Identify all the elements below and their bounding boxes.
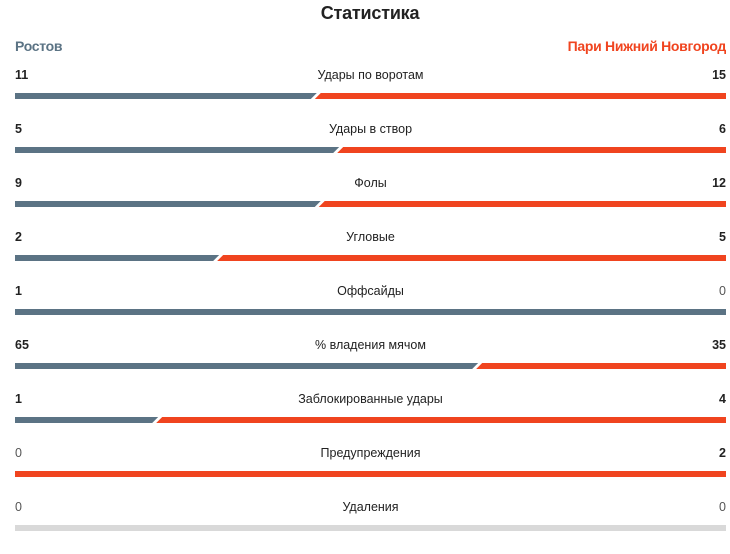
home-bar — [15, 93, 317, 99]
stat-label: Фолы — [354, 176, 387, 190]
home-value: 1 — [15, 284, 22, 298]
stat-row: 5 Удары в створ 6 — [15, 122, 726, 176]
stat-bar — [15, 201, 726, 207]
away-value: 0 — [719, 500, 726, 514]
home-value: 2 — [15, 230, 22, 244]
stat-row: 11 Удары по воротам 15 — [15, 68, 726, 122]
stat-bar — [15, 255, 726, 261]
stat-label: % владения мячом — [315, 338, 426, 352]
away-bar — [337, 147, 726, 153]
home-team-name: Ростов — [15, 38, 63, 54]
home-value: 11 — [15, 68, 29, 82]
stat-bar — [15, 525, 726, 531]
stats-list: 11 Удары по воротам 15 5 Удары в створ 6 9 Фолы… — [15, 68, 726, 554]
home-value: 5 — [15, 122, 22, 136]
home-value: 1 — [15, 392, 22, 406]
away-value: 4 — [719, 392, 726, 406]
away-bar — [156, 417, 726, 423]
away-value: 12 — [712, 176, 726, 190]
stat-bar — [15, 417, 726, 423]
stat-bar — [15, 363, 726, 369]
stat-bar — [15, 93, 726, 99]
away-value: 0 — [719, 284, 726, 298]
away-value: 6 — [719, 122, 726, 136]
away-bar — [476, 363, 726, 369]
away-bar — [318, 201, 726, 207]
stat-row: 9 Фолы 12 — [15, 176, 726, 230]
away-team-name: Пари Нижний Новгород — [567, 38, 727, 54]
stat-bar — [15, 147, 726, 153]
home-value: 0 — [15, 446, 22, 460]
stat-label: Удары по воротам — [317, 68, 424, 82]
away-bar — [314, 93, 726, 99]
stat-bar — [15, 471, 726, 477]
away-value: 5 — [719, 230, 726, 244]
away-value: 15 — [712, 68, 726, 82]
home-bar — [15, 255, 220, 261]
stat-label: Заблокированные удары — [298, 392, 443, 406]
away-bar — [15, 471, 726, 477]
stat-row: 2 Угловые 5 — [15, 230, 726, 284]
page-title: Статистика — [320, 3, 420, 23]
stat-row: 65 % владения мячом 35 — [15, 338, 726, 392]
home-value: 65 — [15, 338, 29, 352]
stat-label: Удары в створ — [328, 122, 413, 136]
away-value: 35 — [712, 338, 726, 352]
stat-row: 1 Заблокированные удары 4 — [15, 392, 726, 446]
stat-row: 1 Оффсайды 0 — [15, 284, 726, 338]
empty-bar — [15, 525, 726, 531]
home-value: 9 — [15, 176, 22, 190]
home-bar — [15, 363, 479, 369]
home-bar — [15, 309, 726, 315]
away-bar — [217, 255, 726, 261]
home-bar — [15, 201, 321, 207]
stat-row: 0 Предупреждения 2 — [15, 446, 726, 500]
home-bar — [15, 417, 159, 423]
stat-label: Предупреждения — [320, 446, 421, 460]
home-value: 0 — [15, 500, 22, 514]
home-bar — [15, 147, 340, 153]
away-value: 2 — [719, 446, 726, 460]
stat-bar — [15, 309, 726, 315]
stat-label: Удаления — [342, 500, 399, 514]
stat-label: Угловые — [346, 230, 395, 244]
stat-label: Оффсайды — [337, 284, 404, 298]
stat-row: 0 Удаления 0 — [15, 500, 726, 554]
